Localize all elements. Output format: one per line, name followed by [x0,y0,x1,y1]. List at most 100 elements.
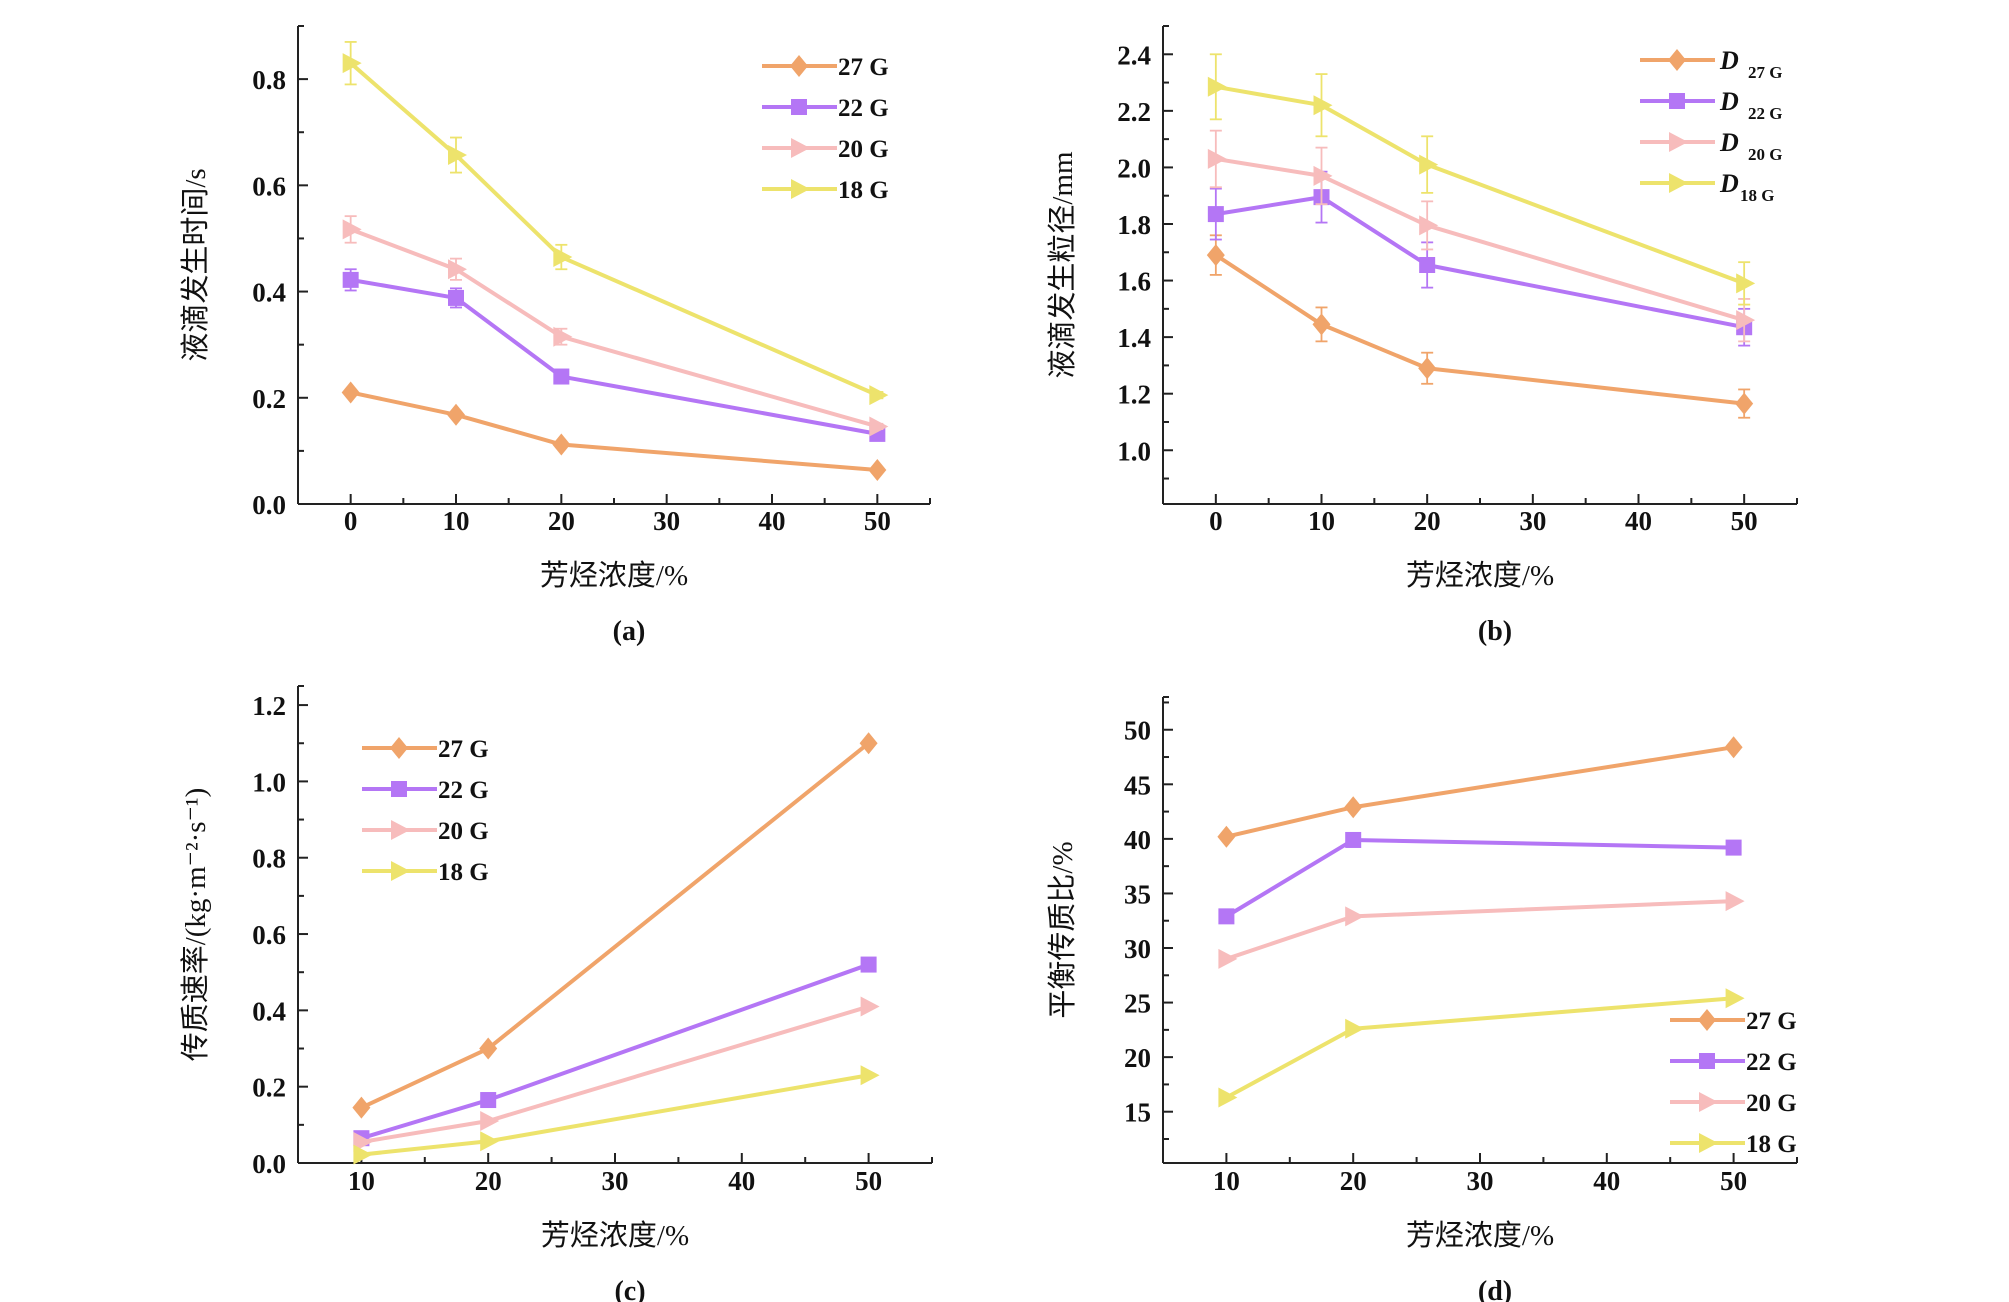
legend-label: 22 G [438,777,489,804]
y-tick-label: 0.6 [252,171,286,201]
series-line [1215,195,1745,330]
data-point [1206,244,1225,267]
legend-swatch-marker [791,138,810,158]
legend-swatch-marker [1699,1092,1718,1112]
data-point [868,459,887,482]
legend-swatch-marker [1699,1053,1715,1069]
x-tick-label: 50 [1731,506,1758,536]
x-tick-label: 50 [1720,1166,1747,1196]
panel-c: 10 20 30 40 50 0.0 0.2 0.4 0.6 0.8 1.0 1.2 芳烃浓度/% 传质速… [179,685,933,1302]
legend-item: 18 G [362,859,489,886]
legend-swatch-marker [1669,132,1688,152]
data-point [1313,165,1333,186]
legend: D 27 GD 22 GD 20 GD 18 G [1640,46,1782,205]
y-tick-label: 40 [1124,825,1151,855]
y-tick-label: 25 [1124,989,1151,1019]
legend-swatch-marker [791,179,810,199]
data-point [1419,257,1436,273]
data-point [480,1111,500,1132]
legend-item: 20 G [362,818,489,845]
legend-item: 22 G [362,777,489,804]
y-tick-label: 2.2 [1117,97,1151,127]
y-tick-label: 0.0 [252,1149,286,1179]
data-point [869,385,889,406]
series-line [349,227,878,429]
panel-b: 0 10 20 30 40 50 1.0 1.2 1.4 1.6 1.8 2.0 2.2 2.4 芳烃浓度/… [1046,25,1798,647]
data-point [353,1132,373,1153]
legend-swatch-marker [391,820,410,840]
legend-swatch-marker [1668,49,1686,71]
y-tick-label: 0.0 [252,490,286,520]
x-tick-label: 40 [728,1166,755,1196]
data-point [1418,357,1437,380]
data-point [860,996,880,1017]
y-tick-label: 30 [1124,934,1151,964]
legend-label: D [1719,46,1739,75]
data-point [1345,831,1362,848]
legend-item: 20 G [1670,1090,1797,1117]
series-27g [1217,736,1743,848]
y-tick-label: 1.8 [1117,210,1151,240]
data-point [342,53,362,74]
data-point [1207,76,1227,97]
series-20g [342,215,889,437]
legend: 27 G 22 G 20 G 18 G [1670,1008,1797,1158]
series-line [350,390,878,473]
data-point [1725,891,1745,912]
legend-label: 18 G [838,177,889,204]
series-27g [341,381,887,482]
x-axis-title: 芳烃浓度/% [1406,559,1554,592]
data-point [1345,906,1365,927]
y-tick-label: 2.0 [1117,153,1151,183]
data-point [1725,988,1745,1009]
legend-item: 22 G [762,95,889,122]
legend-label: D [1719,87,1739,116]
data-point [860,956,877,973]
data-point [342,271,359,288]
x-tick-label: 50 [864,506,891,536]
series-20g [1207,129,1756,343]
y-tick-label: 0.2 [252,1073,286,1103]
legend-item: 18 G [762,177,889,204]
y-axis-title: 传质速率/(kg·m⁻²·s⁻¹) [179,788,212,1062]
legend-item: D 18 G [1640,169,1774,205]
legend-swatch-marker [1699,1133,1718,1153]
panel-label: (a) [613,616,646,647]
x-axis-title: 芳烃浓度/% [541,1219,689,1252]
series-line [1214,253,1745,406]
series-line [1215,84,1745,286]
legend-label: 22 G [838,95,889,122]
data-point [1736,310,1756,331]
legend-item: D 27 G [1640,46,1782,82]
y-axis-title: 液滴发生时间/s [179,168,212,361]
legend-swatch-marker [1669,173,1688,193]
legend-swatch-marker [790,55,808,77]
y-tick-label: 2.4 [1117,40,1151,70]
data-point [553,368,570,385]
data-point [859,732,878,755]
y-tick-label: 45 [1124,770,1151,800]
data-point [480,1092,497,1109]
data-point [1218,948,1238,969]
legend-item: 27 G [1670,1008,1797,1035]
data-point [353,1144,373,1165]
data-point [1735,392,1754,415]
series-22g [342,268,886,442]
series-22g [1218,831,1742,925]
y-tick-label: 1.4 [1117,323,1151,353]
x-tick-label: 30 [1519,506,1546,536]
x-axis-title: 芳烃浓度/% [540,559,688,592]
y-tick-label: 1.2 [252,691,286,721]
data-point [1207,148,1227,169]
series-line [1225,745,1734,839]
series-18g [1218,988,1745,1108]
data-point [1313,95,1333,116]
data-point [448,259,467,280]
data-point [1419,215,1439,236]
legend: 27 G 22 G 20 G 18 G [762,54,889,204]
y-tick-label: 20 [1124,1043,1151,1073]
panel-label: (c) [614,1276,645,1302]
data-point [1724,736,1743,759]
y-tick-label: 0.4 [252,996,286,1026]
